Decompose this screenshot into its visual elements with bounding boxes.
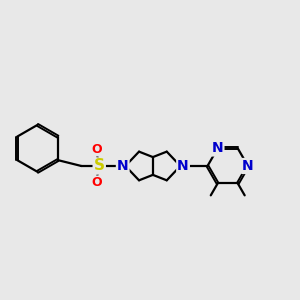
Text: N: N: [212, 142, 224, 155]
Text: N: N: [117, 159, 128, 173]
Text: S: S: [94, 158, 105, 173]
Text: O: O: [91, 176, 102, 189]
Text: N: N: [177, 159, 189, 173]
Text: O: O: [91, 142, 102, 155]
Text: N: N: [242, 159, 254, 173]
